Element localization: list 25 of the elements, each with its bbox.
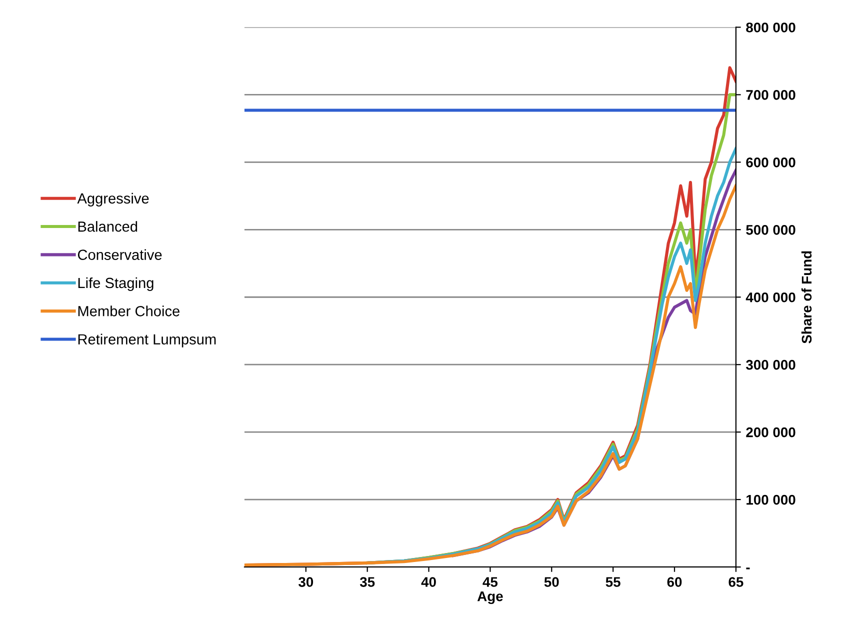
legend-label: Life Staging	[78, 277, 154, 292]
legend-label: Balanced	[78, 221, 138, 232]
y-tick-label: 600 000	[746, 158, 796, 168]
x-tick-label: 45	[482, 577, 498, 587]
x-tick-label: 55	[606, 577, 620, 587]
x-tick-label: 35	[360, 577, 375, 587]
y-tick-label: 200 000	[746, 427, 796, 438]
legend-label: Retirement Lumpsum	[78, 334, 216, 348]
y-tick-label: 100 000	[746, 494, 796, 505]
legend-label: Member Choice	[78, 306, 180, 316]
x-tick-label: 50	[544, 577, 559, 587]
x-tick-label: 65	[728, 577, 744, 587]
y-tick-label: 300 000	[746, 360, 796, 370]
y-tick-label: 500 000	[746, 224, 796, 235]
legend-label: Conservative	[78, 249, 162, 260]
legend-label: Aggressive	[77, 192, 149, 206]
x-tick-label: 40	[421, 577, 436, 587]
x-axis-title: Age	[477, 592, 503, 604]
y-tick-label: 700 000	[746, 90, 796, 100]
y-tick-label: 400 000	[746, 292, 796, 302]
x-tick-label: 60	[667, 577, 682, 587]
x-tick-label: 30	[298, 577, 314, 587]
y-tick-label: 800 000	[746, 22, 796, 32]
y-axis-title: Share of Fund	[801, 251, 812, 344]
y-tick-label: -	[746, 568, 750, 570]
